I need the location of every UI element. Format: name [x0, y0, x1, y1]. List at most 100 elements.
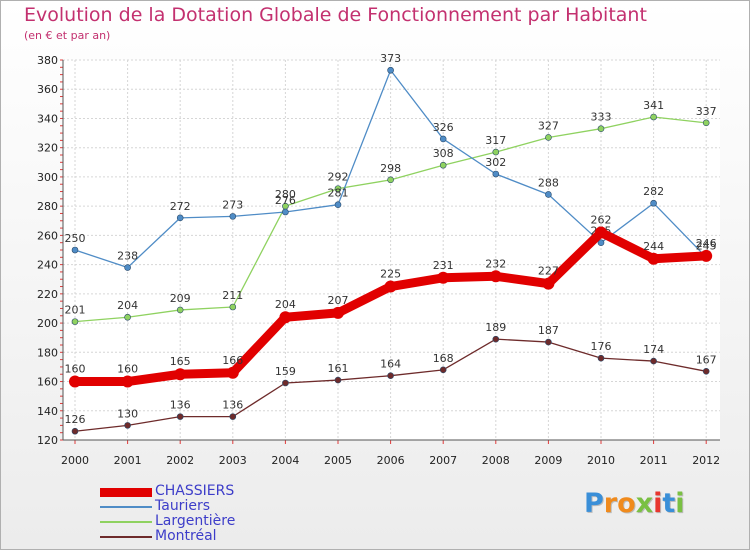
data-point — [702, 119, 710, 127]
data-label: 204 — [117, 299, 138, 312]
data-label: 201 — [65, 304, 86, 317]
logo-letter: i — [653, 488, 663, 519]
plot-area — [63, 60, 720, 440]
data-label: 159 — [275, 365, 296, 378]
data-label: 126 — [65, 413, 86, 426]
y-tick-label: 240 — [37, 259, 58, 272]
data-point — [597, 354, 605, 362]
data-label: 288 — [538, 176, 559, 189]
data-label: 168 — [433, 352, 454, 365]
data-label: 326 — [433, 121, 454, 134]
x-tick-label: 2012 — [692, 454, 720, 467]
data-label: 207 — [328, 294, 349, 307]
data-point — [439, 366, 447, 374]
logo-letter: i — [675, 488, 685, 519]
data-label: 204 — [275, 298, 296, 311]
x-tick-label: 2010 — [587, 454, 615, 467]
data-point — [332, 306, 344, 319]
data-point — [650, 357, 657, 365]
data-label: 161 — [328, 362, 349, 375]
data-label: 250 — [65, 232, 86, 245]
series-chassiers: 160 160 165 166 204 207 225 231 232 227 262 244 246 — [65, 213, 717, 388]
series-tauriers: 250238272273276281373326302288255282245 — [65, 52, 717, 271]
data-point — [492, 335, 500, 343]
data-point — [647, 252, 660, 265]
data-point — [437, 271, 450, 284]
data-label: 308 — [433, 147, 454, 160]
chart-title: Evolution de la Dotation Globale de Fonc… — [24, 4, 647, 26]
x-tick-label: 2000 — [61, 454, 89, 467]
data-label: 227 — [538, 265, 559, 278]
y-tick-label: 300 — [37, 171, 58, 184]
y-tick-label: 200 — [37, 317, 58, 330]
data-label: 281 — [328, 187, 349, 200]
data-label: 167 — [696, 353, 717, 366]
data-label: 327 — [538, 119, 559, 132]
data-point — [384, 280, 397, 293]
data-point — [387, 372, 394, 379]
data-point — [492, 148, 500, 156]
data-point — [492, 170, 500, 178]
x-tick-label: 2007 — [429, 454, 457, 467]
proxiti-logo: Proxiti — [584, 488, 685, 519]
y-tick-label: 140 — [37, 405, 58, 418]
data-label: 209 — [170, 292, 191, 305]
data-label: 262 — [591, 213, 612, 226]
data-label: 231 — [433, 259, 454, 272]
data-point — [489, 270, 502, 283]
data-label: 292 — [328, 171, 349, 184]
y-tick-label: 280 — [37, 200, 58, 213]
data-point — [176, 306, 184, 314]
x-tick-label: 2004 — [271, 454, 299, 467]
data-point — [439, 161, 447, 169]
data-point — [282, 208, 289, 216]
data-point — [229, 213, 237, 220]
legend-label: Largentière — [155, 513, 236, 529]
data-point — [174, 368, 187, 381]
data-label: 245 — [696, 239, 717, 252]
y-tick-label: 260 — [37, 229, 58, 242]
data-label: 337 — [696, 105, 717, 118]
data-point — [545, 134, 552, 141]
data-point — [334, 376, 342, 384]
y-tick-label: 360 — [37, 83, 58, 96]
data-label: 238 — [117, 250, 138, 263]
data-point — [71, 427, 79, 435]
data-point — [545, 191, 552, 198]
data-label: 333 — [591, 111, 612, 124]
data-point — [121, 375, 134, 388]
data-label: 187 — [538, 324, 559, 337]
data-label: 166 — [222, 354, 243, 367]
data-label: 246 — [696, 237, 717, 250]
data-point — [334, 201, 342, 208]
data-point — [545, 338, 552, 346]
data-label: 136 — [170, 399, 191, 412]
data-label: 373 — [380, 52, 401, 65]
data-point — [229, 303, 237, 311]
data-point — [124, 313, 131, 321]
data-label: 225 — [380, 268, 401, 281]
data-point — [69, 375, 81, 388]
x-tick-label: 2006 — [377, 454, 405, 467]
data-label: 211 — [222, 289, 243, 302]
data-point — [650, 113, 657, 121]
data-label: 160 — [65, 363, 86, 376]
legend-swatch — [100, 536, 152, 538]
data-point — [387, 66, 394, 74]
chart-subtitle: (en € et par an) — [24, 29, 111, 42]
data-label: 160 — [117, 363, 138, 376]
data-label: 317 — [485, 134, 506, 147]
data-point — [71, 318, 79, 325]
logo-letter: x — [635, 488, 654, 519]
data-point — [124, 422, 131, 429]
data-label: 273 — [222, 198, 243, 211]
y-tick-label: 340 — [37, 112, 58, 125]
data-point — [597, 125, 605, 132]
data-point — [124, 264, 131, 271]
data-point — [176, 413, 184, 420]
logo-letter: r — [603, 488, 618, 519]
x-tick-label: 2008 — [482, 454, 510, 467]
data-point — [279, 311, 292, 324]
data-point — [700, 249, 713, 262]
